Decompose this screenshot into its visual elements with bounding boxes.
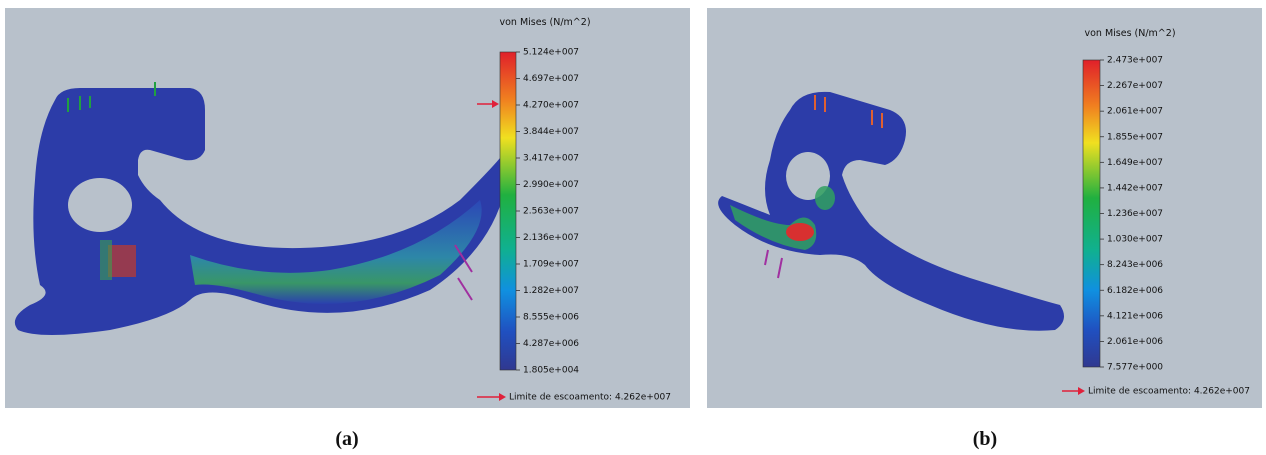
legend-title: von Mises (N/m^2) (1084, 28, 1175, 39)
tick-label: 1.709e+007 (523, 260, 579, 270)
tick-label: 4.287e+006 (523, 339, 579, 349)
tick-label: 2.990e+007 (523, 180, 579, 190)
tick-label: 1.649e+007 (1107, 158, 1163, 168)
yield-label: Limite de escoamento: 4.262e+007 (509, 393, 671, 403)
tick-label: 1.030e+007 (1107, 235, 1163, 245)
tick-label: 8.243e+006 (1107, 260, 1163, 270)
tick-label: 7.577e+000 (1107, 363, 1163, 373)
caption: (a) (335, 428, 358, 450)
tick-label: 3.844e+007 (523, 127, 579, 137)
tick-label: 2.061e+007 (1107, 107, 1163, 117)
tick-label: 1.442e+007 (1107, 183, 1163, 193)
tick-label: 8.555e+006 (523, 313, 579, 323)
tick-label: 1.282e+007 (523, 286, 579, 296)
tick-label: 2.473e+007 (1107, 56, 1163, 66)
tick-label: 4.697e+007 (523, 74, 579, 84)
tick-label: 2.136e+007 (523, 233, 579, 243)
tick-label: 6.182e+006 (1107, 286, 1163, 296)
tick-label: 2.061e+006 (1107, 337, 1163, 347)
tick-label: 2.563e+007 (523, 207, 579, 217)
color-bar (1083, 60, 1100, 367)
caption: (b) (973, 428, 997, 450)
tick-label: 1.805e+004 (523, 366, 579, 376)
color-bar (500, 52, 516, 370)
yield-label: Limite de escoamento: 4.262e+007 (1088, 387, 1250, 397)
tick-label: 5.124e+007 (523, 48, 579, 58)
legend-title: von Mises (N/m^2) (499, 17, 590, 28)
tick-label: 4.270e+007 (523, 101, 579, 111)
tick-label: 1.236e+007 (1107, 209, 1163, 219)
tick-label: 2.267e+007 (1107, 81, 1163, 91)
figure: von Mises (N/m^2) von Mises (N/m^2) Limi… (0, 0, 1266, 455)
tick-label: 1.855e+007 (1107, 132, 1163, 142)
tick-label: 4.121e+006 (1107, 311, 1163, 321)
tick-label: 3.417e+007 (523, 154, 579, 164)
